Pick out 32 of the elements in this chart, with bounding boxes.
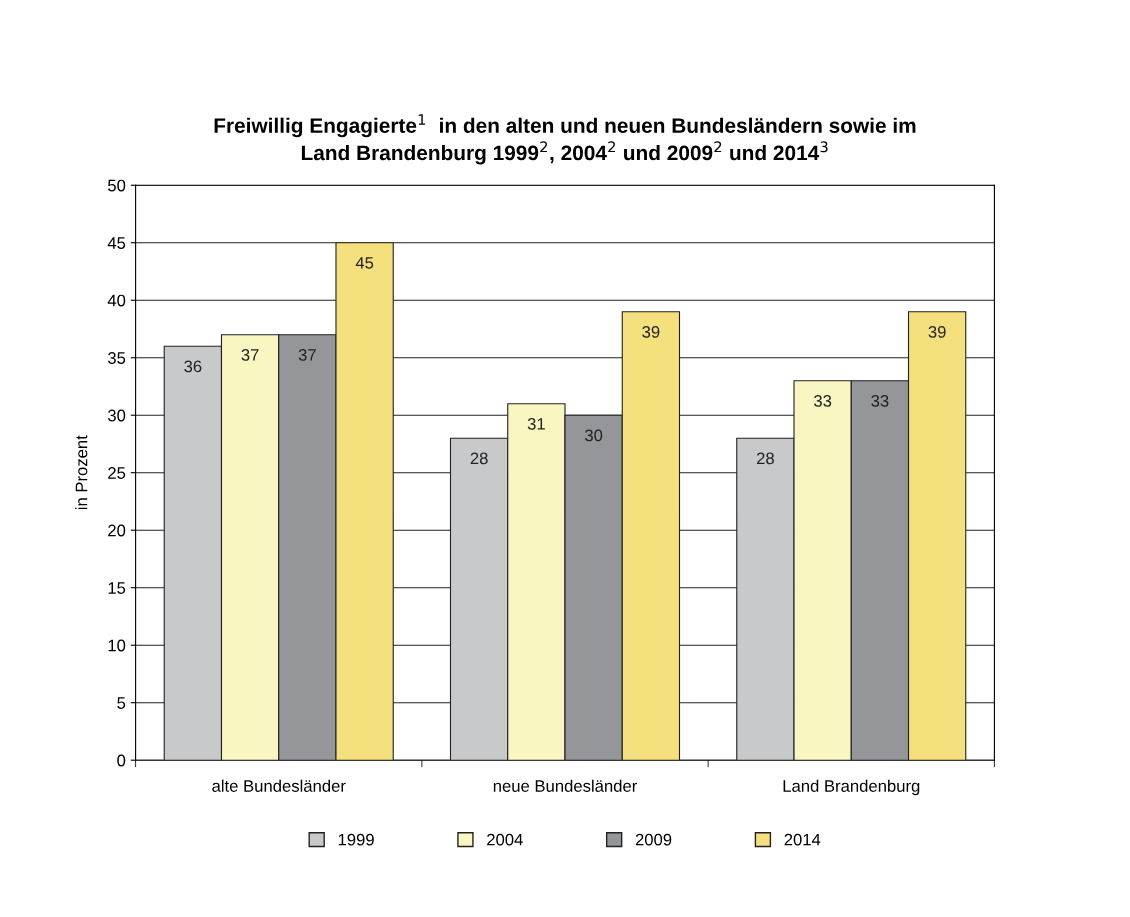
y-tick-label: 0 [117,754,126,767]
chart-title: Freiwillig Engagierte$^{1}$ in den alten und neuen Bundesländern sowie im Land Brandenburg 1999$^{2}$, 2004$^{2}$ und 2009$^{2}$ und 2014$^{3}$ [214,114,916,165]
data-label: 37 [241,348,259,361]
legend-label: 1999 [338,833,374,846]
y-tick-label: 30 [107,409,126,422]
y-tick-label: 50 [108,179,126,192]
data-label: 45 [355,257,374,269]
y-tick-label: 10 [108,639,126,652]
y-tick-label: 40 [107,294,126,307]
y-tick-label: 45 [107,237,126,249]
y-tick-label: 20 [108,524,126,537]
data-label: 28 [470,452,488,465]
y-axis-title: in Prozent [75,435,88,510]
data-label: 39 [642,325,660,338]
data-label: 36 [184,360,202,373]
data-label: 39 [928,325,946,338]
data-label: 28 [756,452,774,465]
legend-label: 2009 [635,833,672,846]
x-tick-label: neue Bundesländer [493,779,638,792]
legend-label: 2004 [487,833,523,846]
data-label: 31 [527,417,545,430]
data-label: 30 [584,429,603,442]
y-tick-label: 25 [108,467,126,479]
data-label: 33 [871,394,889,407]
y-tick-label: 5 [117,697,126,709]
y-tick-label: 15 [108,582,126,594]
legend-label: 2014 [784,833,821,846]
x-tick-label: alte Bundesländer [212,779,346,792]
x-tick-label: Land Brandenburg [783,779,920,796]
y-tick-label: 35 [107,352,126,364]
data-label: 33 [814,394,832,407]
data-label: 37 [298,348,316,361]
